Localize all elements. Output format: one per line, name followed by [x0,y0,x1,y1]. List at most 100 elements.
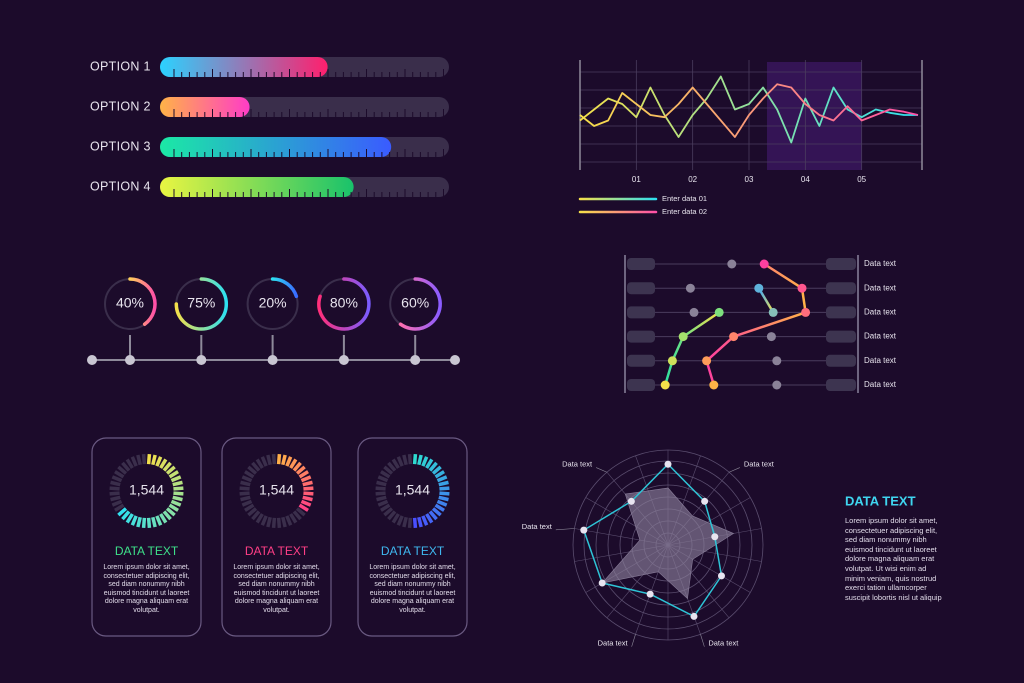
x-tick-label: 04 [801,175,810,184]
radar-label: Data text [522,522,553,531]
row-box [627,282,655,295]
card-text: Lorem ipsum dolor sit amet, consectetuer… [233,564,320,614]
radar-point [711,533,719,541]
percent-label: 60% [401,295,429,311]
radar-point [598,579,606,587]
dot [759,259,769,269]
option-label: OPTION 1 [90,59,151,73]
gauge-track [109,491,120,496]
card-text: Lorem ipsum dolor sit amet, consectetuer… [369,564,456,614]
gauge-track [247,507,258,517]
gauge-track [289,513,298,524]
ring-arc [270,277,299,299]
gauge-value: 1,544 [129,482,164,498]
gauge-fill [276,453,314,512]
gauge-segment [425,458,434,469]
gauge-track [260,456,268,467]
radar-point [690,612,698,620]
gauge-track [276,517,282,529]
gauge-track [402,516,408,528]
gauge-value: 1,544 [259,482,294,498]
gauge-track [247,465,258,475]
gauge-track [241,499,253,507]
gauge-track [251,461,261,472]
dot [729,332,739,342]
gauge-segment [300,475,312,483]
bar [160,137,392,157]
gauge-segment [276,453,282,465]
gauge-segment [303,486,314,491]
dot [797,283,807,293]
percent-label: 20% [259,295,287,311]
card-title: DATA TEXT [245,544,309,558]
gauge-segment [417,454,423,466]
gauge-segment [302,495,313,502]
gauge-segment [436,499,448,507]
radar-point [664,460,672,468]
gauge-track [141,453,147,465]
gauge-segment [412,453,418,465]
gauge-segment [292,461,302,472]
gauge-track [117,465,128,475]
option-label: OPTION 3 [90,139,151,153]
gauge-track [266,454,272,466]
percent-label: 75% [187,295,215,311]
gauge-track [295,507,306,517]
gauge-segment [434,503,445,512]
gauge-segment [439,486,450,491]
dot-line [705,262,807,386]
gauge-track [244,470,255,479]
label-leader [555,528,575,531]
gauge-track [396,515,404,526]
gauge-track [271,453,277,465]
gauge-segment [434,470,445,479]
dot [801,307,811,317]
gauge-track [130,456,138,467]
dot [660,380,670,390]
dot [754,283,764,293]
row-box [826,354,856,367]
x-tick-label: 01 [632,175,641,184]
dot [667,356,677,366]
gauge-segment [168,470,179,479]
gauge-track [292,510,302,521]
label-leader [631,634,636,647]
gauge-segment [289,458,298,469]
gauge-track [377,499,389,507]
gauge-track [241,475,253,483]
gauge-track [239,491,250,496]
gauge-segment [281,454,287,466]
gauge-track [240,495,251,502]
dot [685,283,695,293]
data-line [579,83,919,138]
gauge-segment [172,495,183,502]
percent-label: 80% [330,295,358,311]
row-box [826,258,856,270]
gauge-track [271,517,277,529]
bar [160,57,328,77]
gauge-track [376,480,387,487]
gauge-segment [172,480,183,487]
gauge-track [111,499,123,507]
option-label: OPTION 4 [90,179,151,193]
gauge-segment [151,454,157,466]
row-box [627,258,655,270]
radar-label: Data text [598,639,629,648]
gauge-track [114,470,125,479]
dot [709,380,719,390]
gauge-track [111,475,123,483]
gauge-segment [159,513,168,524]
legend-label: Enter data 01 [662,194,707,203]
ring-arc [174,277,229,331]
row-label: Data text [864,380,897,389]
gauge-track [387,510,397,521]
gauge-track [244,503,255,512]
gauge-track [402,454,408,466]
gauge-segment [136,516,142,528]
gauge-track [255,458,264,469]
gauge-segment [421,456,429,467]
gauge-track [239,486,250,491]
gauge-segment [300,499,312,507]
